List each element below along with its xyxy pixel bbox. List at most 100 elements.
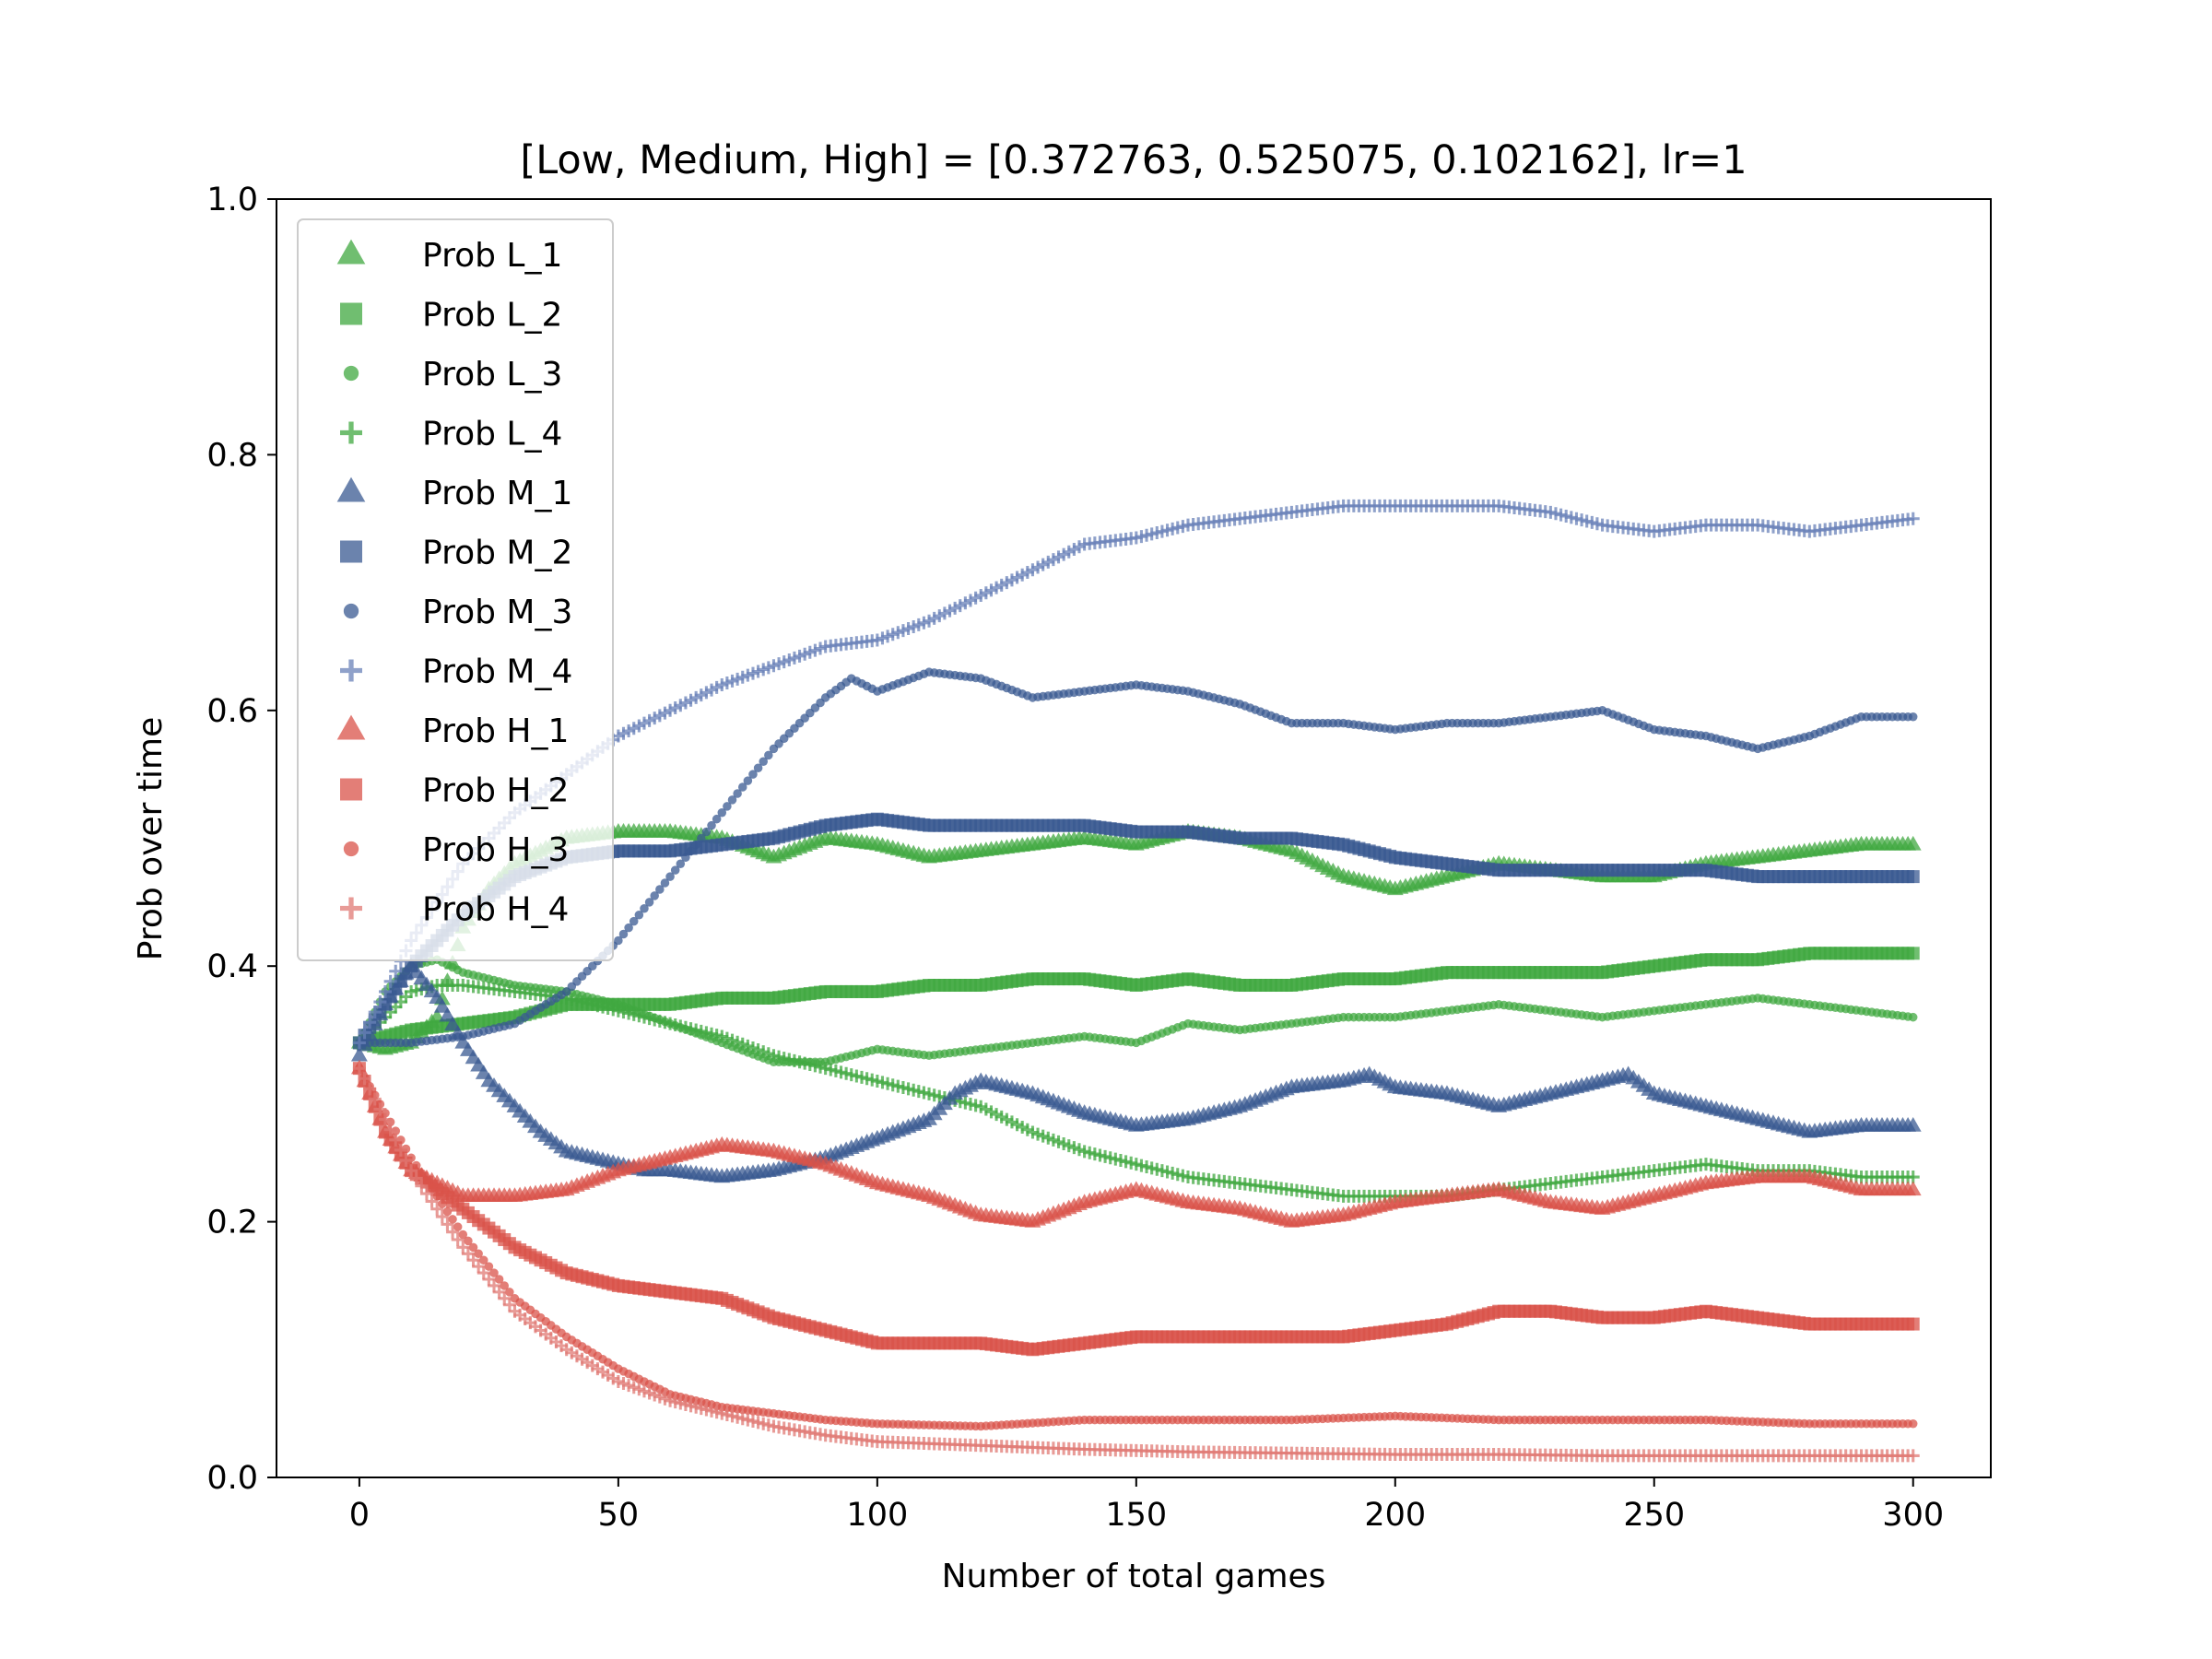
y-tick-label: 1.0 bbox=[206, 182, 258, 218]
point-prob-m-3 bbox=[733, 789, 742, 798]
legend-label: Prob M_3 bbox=[422, 594, 572, 631]
y-tick-label: 0.6 bbox=[206, 693, 258, 730]
legend-marker-group bbox=[343, 365, 359, 382]
point-prob-m-3 bbox=[686, 846, 696, 856]
point-prob-m-3 bbox=[743, 776, 753, 785]
legend-item-prob-l-4: Prob L_4 bbox=[340, 416, 562, 453]
point-prob-m-3 bbox=[748, 770, 758, 779]
point-prob-h-3 bbox=[489, 1268, 499, 1277]
legend-label: Prob M_1 bbox=[422, 475, 572, 512]
x-tick-label: 150 bbox=[1105, 1497, 1167, 1534]
legend-marker-group bbox=[336, 239, 366, 265]
legend-marker bbox=[343, 603, 359, 619]
series-prob-m-3 bbox=[355, 667, 1918, 1048]
legend-marker-group bbox=[340, 778, 362, 801]
ticks-layer: 0 50 100 150 200 250 300 0.0 0.2 0.4 0.6 0.8 1.0 bbox=[206, 182, 1944, 1534]
y-axis-label: Prob over time bbox=[132, 717, 170, 960]
point-prob-h-3 bbox=[500, 1281, 510, 1290]
legend-marker bbox=[340, 659, 362, 682]
point-prob-m-3 bbox=[614, 935, 623, 946]
point-prob-m-3 bbox=[701, 827, 712, 837]
point-prob-m-3 bbox=[640, 904, 649, 913]
legend-box bbox=[297, 218, 614, 961]
legend-marker bbox=[343, 365, 359, 382]
point-prob-h-4 bbox=[446, 1225, 460, 1239]
point-prob-m-4 bbox=[389, 964, 403, 978]
point-prob-h-3 bbox=[427, 1183, 437, 1194]
legend-label: Prob L_2 bbox=[422, 297, 562, 335]
point-prob-m-3 bbox=[717, 808, 727, 818]
legend-marker-group bbox=[340, 421, 362, 444]
point-prob-h-3 bbox=[505, 1288, 514, 1297]
point-prob-h-3 bbox=[474, 1249, 483, 1259]
point-prob-h-4 bbox=[389, 1133, 403, 1147]
point-prob-m-3 bbox=[712, 814, 722, 824]
y-tick-label: 0.2 bbox=[206, 1205, 258, 1241]
point-prob-h-3 bbox=[494, 1275, 504, 1284]
point-prob-m-3 bbox=[727, 795, 737, 805]
x-tick-label: 250 bbox=[1623, 1497, 1685, 1534]
legend-marker bbox=[340, 421, 362, 444]
point-prob-h-4 bbox=[358, 1072, 371, 1086]
point-prob-h-4 bbox=[425, 1194, 439, 1208]
point-prob-m-1 bbox=[1904, 1117, 1922, 1132]
point-prob-m-4 bbox=[358, 1026, 371, 1040]
legend-marker-group bbox=[340, 897, 362, 920]
legend-label: Prob H_4 bbox=[422, 891, 569, 929]
x-tick-label: 0 bbox=[349, 1497, 370, 1534]
point-prob-h-4 bbox=[399, 1154, 413, 1168]
series-prob-h-2 bbox=[352, 1062, 1920, 1357]
legend-item-prob-l-3: Prob L_3 bbox=[343, 356, 562, 394]
point-prob-m-3 bbox=[737, 782, 747, 792]
x-axis-label: Number of total games bbox=[942, 1558, 1326, 1595]
x-tick-label: 100 bbox=[846, 1497, 908, 1534]
y-tick-label: 0.0 bbox=[206, 1460, 258, 1497]
point-prob-h-3 bbox=[448, 1215, 457, 1224]
point-prob-h-3 bbox=[417, 1169, 427, 1178]
point-prob-m-3 bbox=[624, 923, 633, 933]
point-prob-h-4 bbox=[441, 1218, 454, 1231]
point-prob-h-4 bbox=[373, 1102, 387, 1116]
y-tick-label: 0.4 bbox=[206, 948, 258, 985]
point-prob-m-4 bbox=[373, 995, 387, 1009]
point-prob-h-3 bbox=[453, 1222, 463, 1231]
point-prob-h-3 bbox=[464, 1236, 473, 1246]
point-prob-h-1 bbox=[1904, 1181, 1922, 1196]
point-prob-m-3 bbox=[759, 757, 768, 767]
legend-item-prob-l-1: Prob L_1 bbox=[336, 237, 562, 275]
point-prob-m-3 bbox=[723, 802, 732, 811]
legend-item-prob-h-4: Prob H_4 bbox=[340, 891, 569, 929]
x-tick-label: 300 bbox=[1882, 1497, 1944, 1534]
legend-marker-group bbox=[340, 659, 362, 682]
point-prob-h-3 bbox=[1908, 1418, 1918, 1429]
legend-label: Prob H_2 bbox=[422, 772, 569, 810]
point-prob-h-4 bbox=[415, 1179, 429, 1193]
point-prob-h-4 bbox=[409, 1171, 423, 1185]
point-prob-m-1 bbox=[350, 1046, 368, 1062]
legend-label: Prob M_4 bbox=[422, 653, 572, 691]
point-prob-m-3 bbox=[681, 853, 690, 863]
legend-marker-group bbox=[336, 714, 366, 740]
legend-marker bbox=[340, 897, 362, 920]
point-prob-h-3 bbox=[484, 1262, 494, 1271]
legend-marker-group bbox=[343, 841, 359, 857]
series-prob-l-3 bbox=[355, 955, 1918, 1066]
point-prob-h-4 bbox=[451, 1233, 465, 1247]
point-prob-m-3 bbox=[697, 833, 706, 843]
point-prob-m-3 bbox=[665, 872, 675, 881]
point-prob-h-3 bbox=[411, 1160, 421, 1171]
point-prob-h-3 bbox=[479, 1255, 488, 1265]
legend-item-prob-m-2: Prob M_2 bbox=[340, 535, 572, 572]
point-prob-h-3 bbox=[442, 1206, 453, 1217]
point-prob-h-4 bbox=[1906, 1449, 1920, 1463]
legend-label: Prob M_2 bbox=[422, 535, 572, 572]
point-prob-h-4 bbox=[430, 1202, 444, 1216]
point-prob-h-4 bbox=[419, 1187, 433, 1201]
legend-marker bbox=[336, 714, 366, 740]
legend-marker-group bbox=[340, 540, 362, 563]
legend-marker-group bbox=[343, 603, 359, 619]
legend-item-prob-m-1: Prob M_1 bbox=[336, 475, 572, 512]
point-prob-m-3 bbox=[764, 750, 773, 760]
